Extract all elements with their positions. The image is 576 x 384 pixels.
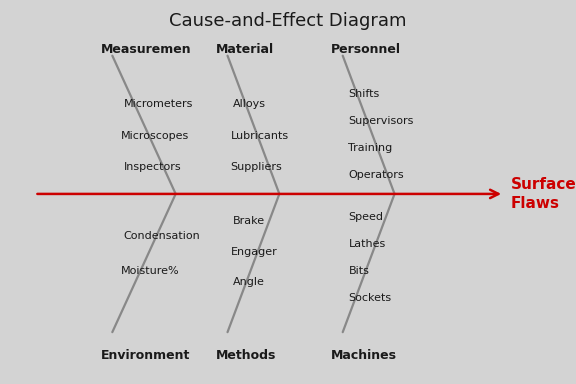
Text: Speed: Speed bbox=[348, 212, 384, 222]
Text: Brake: Brake bbox=[233, 216, 266, 226]
Text: Lathes: Lathes bbox=[348, 239, 386, 249]
Text: Shifts: Shifts bbox=[348, 89, 380, 99]
Text: Micrometers: Micrometers bbox=[124, 99, 193, 109]
Text: Methods: Methods bbox=[216, 349, 276, 362]
Text: Surface
Flaws: Surface Flaws bbox=[511, 177, 576, 211]
Text: Engager: Engager bbox=[230, 247, 277, 257]
Text: Environment: Environment bbox=[101, 349, 190, 362]
Text: Condensation: Condensation bbox=[124, 231, 200, 241]
Text: Personnel: Personnel bbox=[331, 43, 401, 56]
Text: Microscopes: Microscopes bbox=[121, 131, 189, 141]
Text: Supervisors: Supervisors bbox=[348, 116, 414, 126]
Text: Moisture%: Moisture% bbox=[121, 266, 180, 276]
Text: Inspectors: Inspectors bbox=[124, 162, 181, 172]
Text: Cause-and-Effect Diagram: Cause-and-Effect Diagram bbox=[169, 12, 407, 30]
Text: Alloys: Alloys bbox=[233, 99, 266, 109]
Text: Angle: Angle bbox=[233, 277, 265, 287]
Text: Suppliers: Suppliers bbox=[230, 162, 282, 172]
Text: Measuremen: Measuremen bbox=[101, 43, 191, 56]
Text: Bits: Bits bbox=[348, 266, 369, 276]
Text: Sockets: Sockets bbox=[348, 293, 392, 303]
Text: Operators: Operators bbox=[348, 170, 404, 180]
Text: Machines: Machines bbox=[331, 349, 397, 362]
Text: Material: Material bbox=[216, 43, 274, 56]
Text: Training: Training bbox=[348, 143, 393, 153]
Text: Lubricants: Lubricants bbox=[230, 131, 289, 141]
